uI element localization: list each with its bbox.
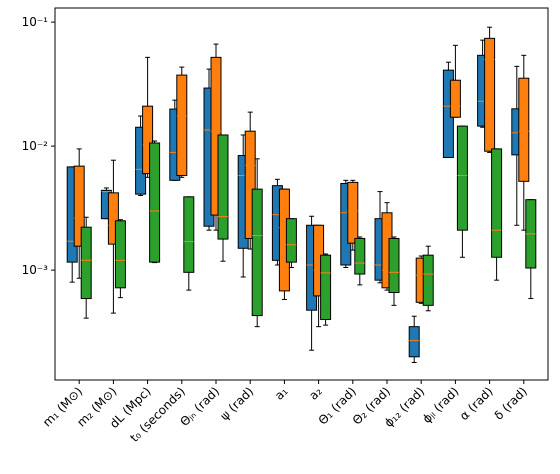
- x-tick-label: α (rad): [457, 384, 496, 423]
- box-body: [354, 237, 366, 275]
- box-body: [518, 77, 530, 182]
- box-body: [142, 105, 154, 175]
- box: [408, 315, 420, 363]
- box: [354, 236, 366, 286]
- box-body: [285, 218, 297, 263]
- box: [176, 66, 188, 178]
- x-tick-label: δ (rad): [491, 384, 529, 422]
- box-body: [80, 226, 92, 300]
- box-body: [449, 79, 461, 118]
- box: [149, 140, 161, 264]
- y-tick-label: 10⁻³: [22, 263, 49, 277]
- box: [251, 158, 263, 328]
- box: [456, 125, 468, 258]
- box-body: [456, 125, 468, 231]
- box-body: [107, 192, 119, 245]
- box-body: [484, 37, 496, 152]
- box: [285, 218, 297, 269]
- box-body: [176, 74, 188, 176]
- box: [491, 148, 503, 281]
- box-body: [422, 254, 434, 306]
- box-body: [491, 148, 503, 258]
- box: [80, 216, 92, 319]
- box-body: [73, 165, 85, 247]
- x-tick-label: a₂: [306, 384, 325, 403]
- box: [422, 245, 434, 312]
- box-body: [217, 134, 229, 240]
- box: [217, 134, 229, 262]
- box-body: [347, 181, 359, 244]
- y-tick-label: 10⁻¹: [22, 15, 49, 29]
- box: [183, 196, 195, 291]
- box-body: [244, 130, 256, 239]
- plot-frame: [54, 7, 549, 381]
- box-body: [408, 326, 420, 358]
- box-body: [388, 237, 400, 294]
- box: [388, 236, 400, 306]
- x-tick-label: ψ (rad): [217, 384, 256, 423]
- box: [114, 219, 126, 299]
- box: [347, 179, 359, 251]
- box-body: [183, 196, 195, 273]
- box: [525, 199, 537, 300]
- box: [484, 26, 496, 153]
- box-body: [114, 220, 126, 289]
- box: [449, 44, 461, 118]
- box-body: [149, 142, 161, 263]
- box-body: [251, 188, 263, 317]
- x-tick-label: a₁: [272, 384, 291, 403]
- box: [320, 253, 332, 326]
- box: [518, 54, 530, 231]
- x-tick-label: ϕⱼₗ (rad): [420, 384, 462, 426]
- box-body: [320, 254, 332, 320]
- y-tick-label: 10⁻²: [22, 139, 49, 153]
